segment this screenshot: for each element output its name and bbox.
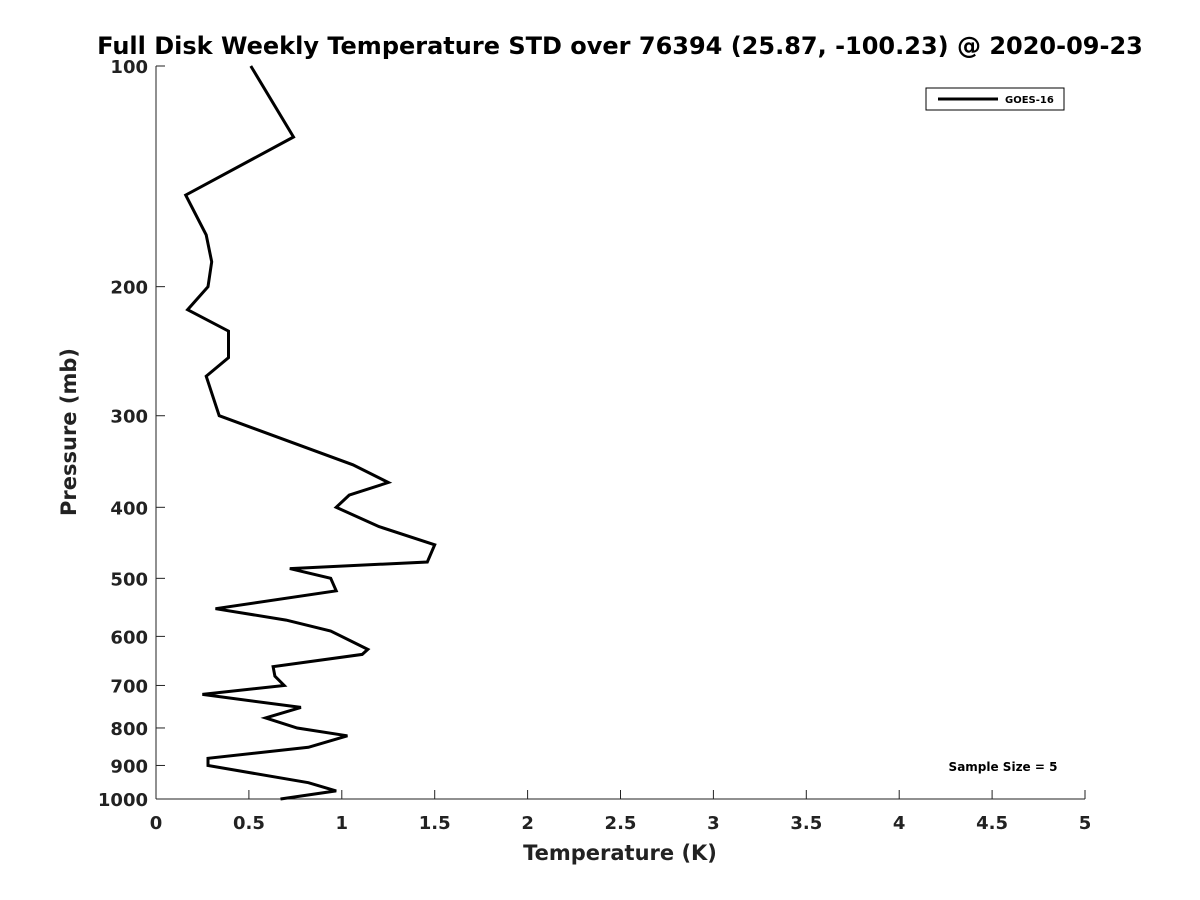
x-tick-label: 4.5 bbox=[976, 813, 1008, 834]
y-tick-label: 500 bbox=[110, 569, 148, 590]
legend-label-goes-16: GOES-16 bbox=[1005, 95, 1054, 106]
x-tick-label: 2.5 bbox=[605, 813, 637, 834]
y-axis-label: Pressure (mb) bbox=[57, 348, 81, 516]
series-layer bbox=[183, 65, 437, 801]
x-tick-label: 1 bbox=[336, 813, 349, 834]
x-tick-label: 5 bbox=[1079, 813, 1092, 834]
y-tick-label: 700 bbox=[110, 676, 148, 697]
x-tick-label: 1.5 bbox=[419, 813, 451, 834]
y-tick-label: 200 bbox=[110, 278, 148, 299]
sample-size-annotation: Sample Size = 5 bbox=[949, 760, 1058, 774]
y-tick-label: 900 bbox=[110, 756, 148, 777]
x-tick-label: 3.5 bbox=[790, 813, 822, 834]
x-axis-label: Temperature (K) bbox=[523, 841, 717, 865]
y-tick-label: 300 bbox=[110, 407, 148, 428]
x-tick-label: 2 bbox=[521, 813, 534, 834]
legend: GOES-16 bbox=[925, 87, 1065, 111]
x-tick-label: 3 bbox=[707, 813, 720, 834]
x-tick-label: 0.5 bbox=[233, 813, 265, 834]
chart-title: Full Disk Weekly Temperature STD over 76… bbox=[97, 32, 1143, 60]
y-tick-label: 600 bbox=[110, 627, 148, 648]
y-tick-label: 400 bbox=[110, 498, 148, 519]
y-tick-label: 800 bbox=[110, 719, 148, 740]
x-tick-label: 0 bbox=[150, 813, 163, 834]
y-tick-label: 1000 bbox=[98, 790, 148, 811]
x-tick-label: 4 bbox=[893, 813, 906, 834]
y-tick-label: 100 bbox=[110, 57, 148, 78]
series-line-goes-16 bbox=[183, 65, 437, 801]
ticks: 0 0.5 1 1.5 2 2.5 3 3.5 4 4.5 5 100 200 300 400 500 600 7… bbox=[98, 57, 1091, 834]
